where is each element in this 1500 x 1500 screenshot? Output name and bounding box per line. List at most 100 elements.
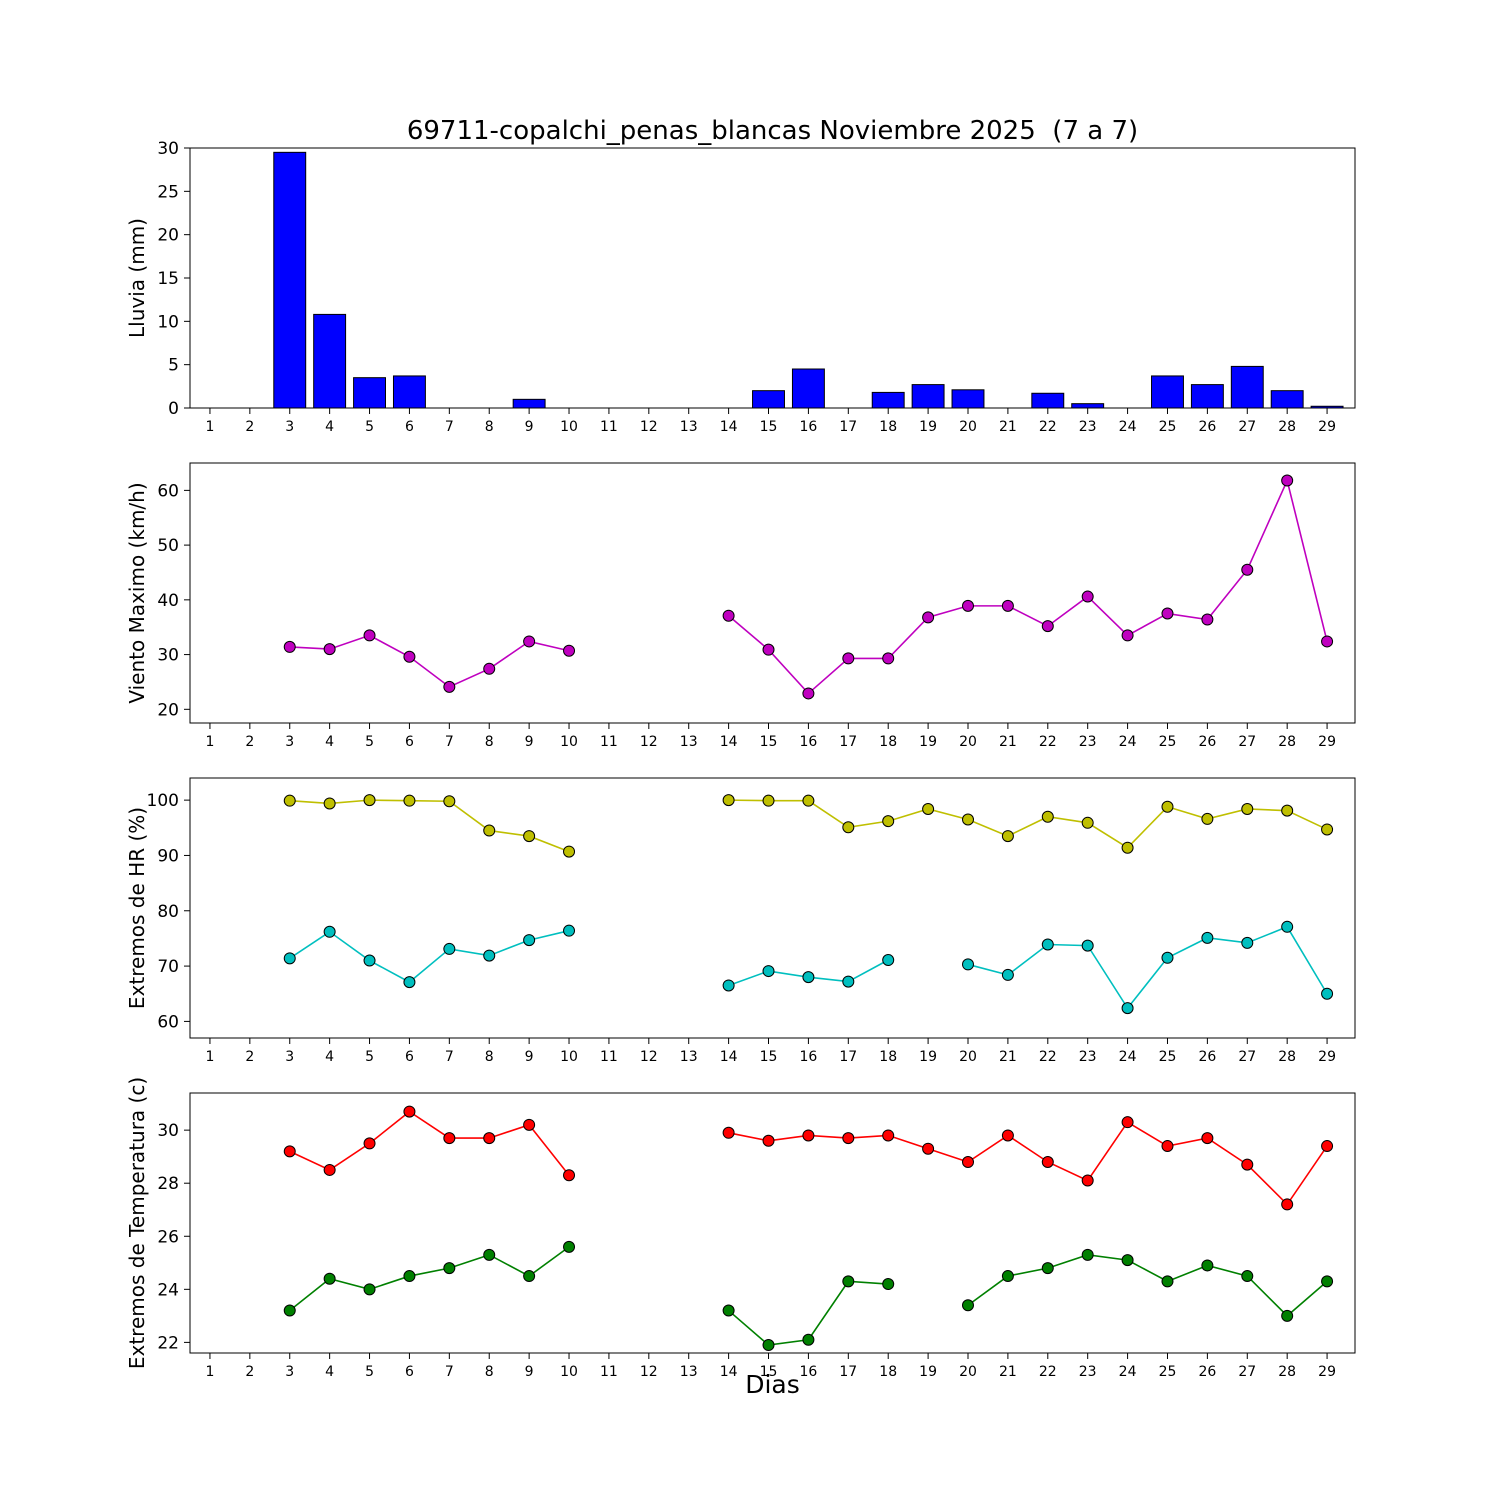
- temperatura-maxima-marker: [802, 1129, 815, 1142]
- x-tick-label: 17: [839, 1049, 857, 1065]
- viento-maximo-marker: [882, 652, 895, 665]
- temperatura-minima-marker: [1201, 1259, 1214, 1272]
- hr-minima-marker: [1321, 987, 1334, 1000]
- temperatura-maxima-marker: [1201, 1132, 1214, 1145]
- temperatura-maxima-marker: [762, 1134, 775, 1147]
- x-tick-label: 16: [799, 1364, 817, 1380]
- x-tick-label: 22: [1039, 419, 1057, 435]
- y-tick-label: 5: [168, 356, 179, 376]
- x-tick-label: 15: [760, 419, 778, 435]
- y-tick-label: 24: [157, 1280, 179, 1300]
- x-tick-label: 21: [999, 1049, 1017, 1065]
- x-tick-label: 18: [879, 1049, 897, 1065]
- x-tick-label: 2: [245, 1364, 254, 1380]
- x-tick-label: 4: [325, 1364, 334, 1380]
- x-tick-label: 20: [959, 419, 977, 435]
- x-tick-label: 29: [1318, 1049, 1336, 1065]
- hr-minima-marker: [842, 975, 855, 988]
- x-tick-label: 23: [1079, 1364, 1097, 1380]
- viento-maximo-marker: [722, 609, 735, 622]
- temperatura-maxima-marker: [523, 1118, 536, 1131]
- temperatura-minima-marker: [523, 1270, 536, 1283]
- x-tick-label: 7: [445, 1049, 454, 1065]
- y-tick-label: 10: [157, 312, 179, 332]
- viento-maximo-line: [289, 634, 570, 688]
- x-tick-label: 1: [205, 1049, 214, 1065]
- hr-minima-line: [967, 925, 1328, 1010]
- hr-maxima-marker: [443, 795, 456, 808]
- viento-maximo-marker: [1281, 474, 1294, 487]
- hr-minima-marker: [1081, 939, 1094, 952]
- x-tick-label: 15: [760, 734, 778, 750]
- temperatura-minima-marker: [842, 1275, 855, 1288]
- x-tick-label: 27: [1238, 1049, 1256, 1065]
- x-tick-label: 19: [919, 1049, 937, 1065]
- x-tick-label: 10: [560, 1049, 578, 1065]
- temperatura-maxima-marker: [1161, 1140, 1174, 1153]
- x-tick-label: 9: [525, 1049, 534, 1065]
- hr-maxima-marker: [283, 794, 296, 807]
- hr-minima-marker: [722, 979, 735, 992]
- x-tick-label: 24: [1119, 419, 1137, 435]
- temperatura-minima-marker: [403, 1270, 416, 1283]
- y-tick-label: 60: [157, 481, 179, 501]
- hr-maxima-marker: [1001, 830, 1014, 843]
- viento-maximo-marker: [842, 652, 855, 665]
- hr-minima-marker: [1281, 920, 1294, 933]
- hr-maxima-marker: [1241, 802, 1254, 815]
- y-tick-label: 30: [157, 1121, 179, 1141]
- x-tick-label: 21: [999, 419, 1017, 435]
- temperatura-maxima-marker: [323, 1163, 336, 1176]
- temperatura-maxima-marker: [882, 1129, 895, 1142]
- bar-day-19: [911, 384, 945, 409]
- hr-maxima-marker: [802, 794, 815, 807]
- x-tick-label: 19: [919, 734, 937, 750]
- hr-minima-marker: [483, 949, 496, 962]
- y-tick-label: 100: [147, 791, 179, 811]
- temperatura-maxima-marker: [283, 1145, 296, 1158]
- bar-day-18: [871, 391, 905, 409]
- x-tick-label: 3: [285, 734, 294, 750]
- x-tick-label: 25: [1159, 1049, 1177, 1065]
- temperatura-minima-marker: [1001, 1270, 1014, 1283]
- bar-day-27: [1230, 365, 1264, 409]
- x-tick-label: 1: [205, 734, 214, 750]
- temperatura-maxima-marker: [483, 1132, 496, 1145]
- hr-maxima-marker: [1081, 816, 1094, 829]
- x-tick-label: 6: [405, 1364, 414, 1380]
- hr-minima-marker: [882, 954, 895, 966]
- y-tick-label: 28: [157, 1174, 179, 1194]
- hr-minima-marker: [323, 925, 336, 938]
- x-tick-label: 15: [760, 1049, 778, 1065]
- x-tick-label: 23: [1079, 419, 1097, 435]
- temperatura-minima-marker: [363, 1283, 376, 1296]
- x-tick-label: 9: [525, 419, 534, 435]
- x-tick-label: 22: [1039, 1049, 1057, 1065]
- x-tick-label: 29: [1318, 419, 1336, 435]
- hr-minima-marker: [403, 976, 416, 989]
- temperatura-minima-marker: [762, 1339, 775, 1352]
- x-tick-label: 12: [640, 1364, 658, 1380]
- bar-day-16: [791, 368, 825, 409]
- viento-maximo-marker: [762, 643, 775, 656]
- x-tick-label: 17: [839, 419, 857, 435]
- temperatura-maxima-marker: [842, 1132, 855, 1145]
- y-tick-label: 80: [157, 902, 179, 922]
- hr-maxima-marker: [1041, 810, 1054, 823]
- temperatura-minima-marker: [882, 1278, 895, 1291]
- temperatura-maxima-marker: [1041, 1155, 1054, 1168]
- x-tick-label: 3: [285, 1364, 294, 1380]
- x-tick-label: 27: [1238, 419, 1256, 435]
- xaxis-label: Dias: [745, 1370, 800, 1399]
- y-tick-label: 30: [157, 646, 179, 666]
- bar-day-22: [1031, 392, 1065, 409]
- y-tick-label: 50: [157, 536, 179, 556]
- x-tick-label: 26: [1198, 1049, 1216, 1065]
- hr-maxima-marker: [1121, 841, 1134, 854]
- viento-maximo-marker: [403, 650, 416, 663]
- x-tick-label: 17: [839, 1364, 857, 1380]
- temperatura-maxima-marker: [722, 1126, 735, 1139]
- hr-minima-marker: [802, 971, 815, 984]
- viento-maximo-marker: [1121, 629, 1134, 642]
- x-tick-label: 13: [680, 734, 698, 750]
